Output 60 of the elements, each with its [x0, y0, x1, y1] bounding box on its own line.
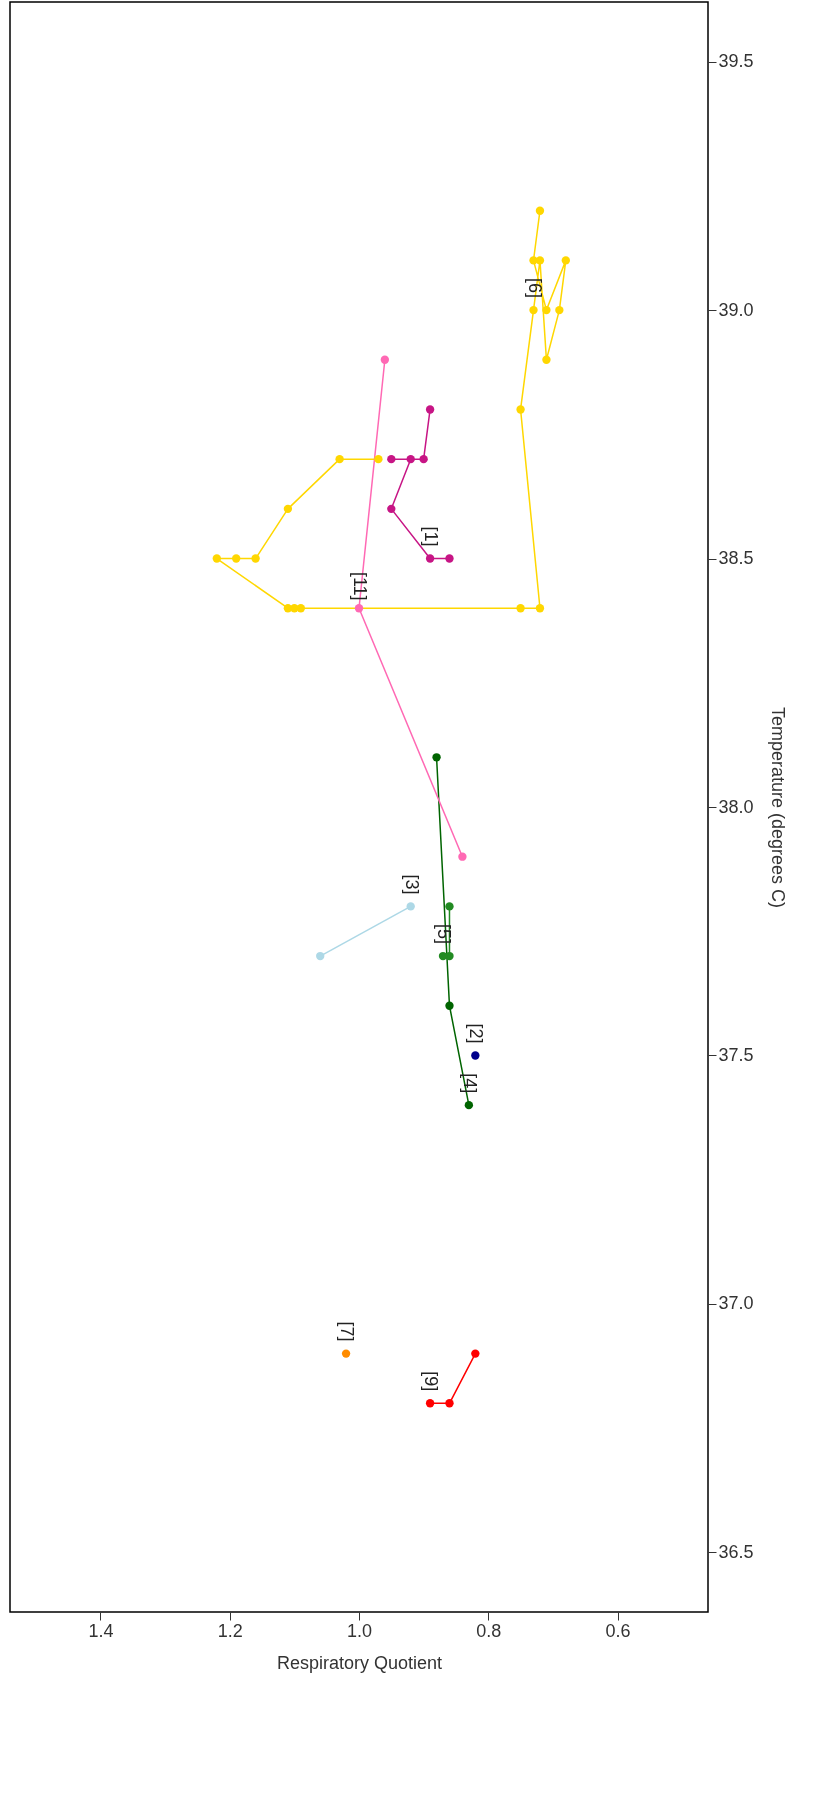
point	[387, 454, 396, 464]
x-tick-label: 1.4	[88, 1620, 114, 1641]
point	[251, 554, 260, 563]
y-tick-label: 38.5	[718, 548, 754, 569]
point	[387, 504, 396, 514]
point	[425, 405, 435, 414]
annotation: [5]	[434, 924, 455, 945]
point	[542, 305, 551, 315]
point	[406, 454, 415, 464]
point	[516, 604, 525, 613]
annotation: [2]	[466, 1023, 487, 1044]
y-tick-label: 39.0	[718, 299, 754, 320]
point	[445, 1001, 454, 1010]
point	[445, 902, 454, 911]
y-tick-label: 38.0	[718, 796, 754, 817]
point	[354, 604, 364, 613]
annotation: [9]	[421, 1371, 442, 1392]
point	[535, 206, 545, 215]
point	[458, 852, 467, 861]
point	[406, 902, 415, 911]
point	[529, 305, 538, 315]
point	[419, 454, 428, 464]
x-axis-title: Respiratory Quotient	[276, 1652, 443, 1673]
y-tick-label: 36.5	[718, 1541, 754, 1562]
point	[380, 355, 390, 364]
point	[445, 554, 454, 563]
annotation: [1]	[421, 526, 442, 547]
point	[555, 305, 564, 315]
annotation: [4]	[459, 1073, 480, 1094]
annotation: [3]	[401, 874, 422, 895]
point	[535, 604, 545, 613]
y-tick-label: 37.5	[718, 1044, 754, 1065]
y-tick-label: 39.5	[718, 51, 754, 72]
point	[542, 355, 551, 364]
point	[425, 1399, 435, 1408]
annotation: [11]	[350, 571, 370, 601]
point	[535, 256, 545, 265]
point	[425, 554, 435, 563]
point	[335, 454, 344, 464]
point	[445, 1399, 454, 1408]
point	[283, 504, 293, 514]
point	[283, 604, 293, 613]
y-tick-label: 37.0	[718, 1293, 754, 1314]
annotation: [7]	[337, 1321, 358, 1342]
y-axis-title: Temperature (degrees C)	[767, 706, 788, 909]
x-tick-label: 0.8	[476, 1620, 502, 1641]
point	[432, 753, 441, 762]
point	[341, 1349, 351, 1358]
point	[232, 554, 241, 563]
point	[464, 1100, 474, 1110]
point	[561, 256, 570, 265]
x-tick-label: 1.0	[346, 1620, 373, 1641]
annotation: [6]	[524, 278, 545, 299]
x-tick-label: 0.6	[605, 1620, 631, 1641]
point	[374, 454, 383, 464]
point	[471, 1349, 480, 1358]
x-tick-label: 1.2	[217, 1620, 243, 1641]
point	[212, 554, 221, 563]
point	[516, 405, 525, 414]
point	[316, 951, 325, 961]
